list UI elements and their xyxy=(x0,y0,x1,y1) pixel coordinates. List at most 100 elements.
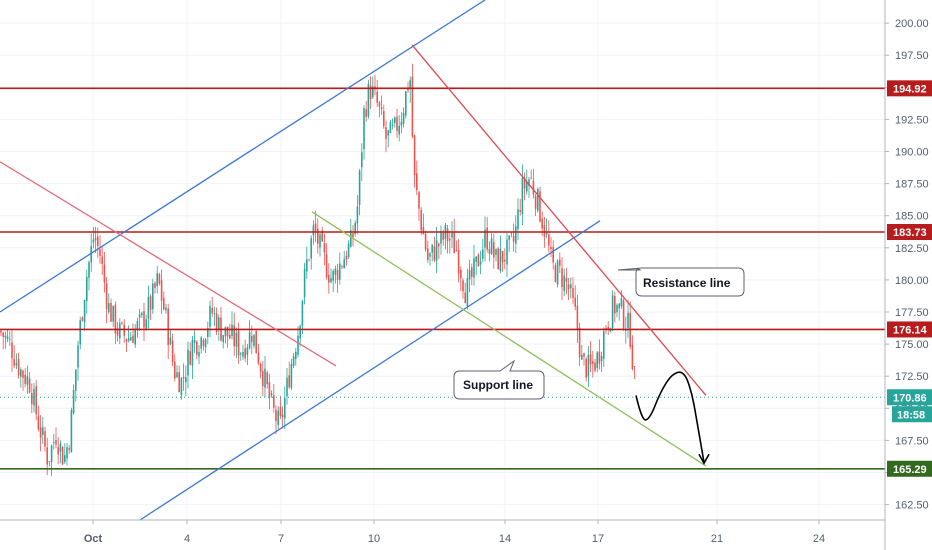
candle-body xyxy=(534,195,537,209)
candle-body xyxy=(380,107,383,110)
candle-body xyxy=(407,87,409,91)
candle-body xyxy=(240,353,242,355)
candle-body xyxy=(501,251,504,263)
price-tick-label: 185.00 xyxy=(895,211,929,223)
candle-body xyxy=(578,327,581,358)
time-tick-label: 4 xyxy=(184,533,190,545)
candle-body xyxy=(180,378,183,396)
candle-body xyxy=(288,375,290,388)
candle-body xyxy=(427,248,429,261)
candle-body xyxy=(618,303,620,309)
price-tick-label: 182.50 xyxy=(895,243,929,255)
current-price-badge xyxy=(887,389,932,406)
countdown-badge xyxy=(892,406,932,423)
candle-body xyxy=(587,354,590,377)
trend-line-lower-channel[interactable] xyxy=(139,220,601,521)
candle-body xyxy=(319,234,321,248)
candle-body xyxy=(581,354,583,360)
trend-line-early-downtrend[interactable] xyxy=(0,161,337,367)
candle-body xyxy=(585,358,587,378)
candle-body xyxy=(431,244,433,253)
candle-body xyxy=(462,280,464,292)
candle-body xyxy=(477,254,480,267)
candle-body xyxy=(33,389,35,406)
candle-body xyxy=(567,284,570,290)
candle-body xyxy=(163,297,165,310)
trend-line-resistance[interactable] xyxy=(411,44,707,396)
candle-body xyxy=(519,210,521,212)
candle-body xyxy=(532,180,535,195)
price-tick-label: 180.00 xyxy=(895,275,929,287)
countdown-label: 18:58 xyxy=(897,409,925,421)
candle-body xyxy=(537,188,539,211)
candle-body xyxy=(336,270,339,280)
candle-body xyxy=(77,345,79,368)
candle-body xyxy=(365,109,367,117)
candle-body xyxy=(171,340,174,362)
candle-body xyxy=(0,330,2,333)
candle-body xyxy=(323,242,326,253)
candle-body xyxy=(554,265,557,282)
candle-body xyxy=(94,237,97,241)
candle-body xyxy=(526,182,528,192)
candle-body xyxy=(405,91,407,116)
candle-body xyxy=(4,335,7,338)
time-axis[interactable]: Oct 4 7 10 14 17 21 24 xyxy=(0,519,885,545)
candle-body xyxy=(420,209,422,231)
level-badge-label: 165.29 xyxy=(893,464,927,476)
candle-body xyxy=(449,238,451,241)
candle-body xyxy=(257,352,260,364)
time-tick-label: 14 xyxy=(499,533,511,545)
candle-body xyxy=(332,271,334,281)
candle-body xyxy=(277,410,279,425)
candle-body xyxy=(198,352,200,357)
candle-body xyxy=(251,335,253,342)
candle-body xyxy=(565,277,568,282)
candle-body xyxy=(22,370,24,378)
trend-line-support[interactable] xyxy=(311,211,707,467)
level-badge-label: 176.14 xyxy=(893,324,928,336)
resistance-callout-label: Resistance line xyxy=(643,276,731,290)
candle-body xyxy=(28,378,31,393)
candle-body xyxy=(416,173,418,191)
candle-body xyxy=(490,238,493,254)
candle-body xyxy=(53,442,55,444)
candle-body xyxy=(246,347,249,355)
candle-body xyxy=(189,351,191,365)
candle-body xyxy=(57,447,59,455)
candle-body xyxy=(229,334,231,339)
candle-body xyxy=(409,80,411,89)
trendlines-layer xyxy=(0,0,707,521)
candle-body xyxy=(616,304,618,313)
candle-body xyxy=(352,233,354,238)
candle-body xyxy=(422,227,425,235)
candle-body xyxy=(515,226,517,244)
candle-body xyxy=(598,351,601,364)
level-badge-label: 194.92 xyxy=(893,83,927,95)
time-tick-label: 7 xyxy=(278,533,284,545)
candle-body xyxy=(125,339,128,342)
price-axis[interactable]: 162.50165.00167.50170.00172.50175.00177.… xyxy=(884,0,932,550)
candle-body xyxy=(176,372,178,378)
candle-body xyxy=(46,447,48,465)
candle-body xyxy=(495,249,497,255)
candle-body xyxy=(9,338,11,340)
candle-body xyxy=(614,296,616,314)
trend-line-upper-channel[interactable] xyxy=(0,0,486,313)
candle-body xyxy=(178,372,180,393)
current-price-label: 170.86 xyxy=(893,392,927,404)
candle-body xyxy=(75,369,77,391)
candle-body xyxy=(391,125,394,126)
candle-body xyxy=(35,386,37,415)
candle-body xyxy=(471,267,473,277)
candle-body xyxy=(521,177,524,215)
candle-body xyxy=(473,258,475,278)
price-tick-label: 172.50 xyxy=(895,371,929,383)
candle-body xyxy=(264,368,266,388)
candle-body xyxy=(589,354,592,365)
candle-body xyxy=(6,336,9,339)
candle-body xyxy=(61,447,64,465)
candle-body xyxy=(523,177,526,189)
candle-body xyxy=(600,355,603,362)
